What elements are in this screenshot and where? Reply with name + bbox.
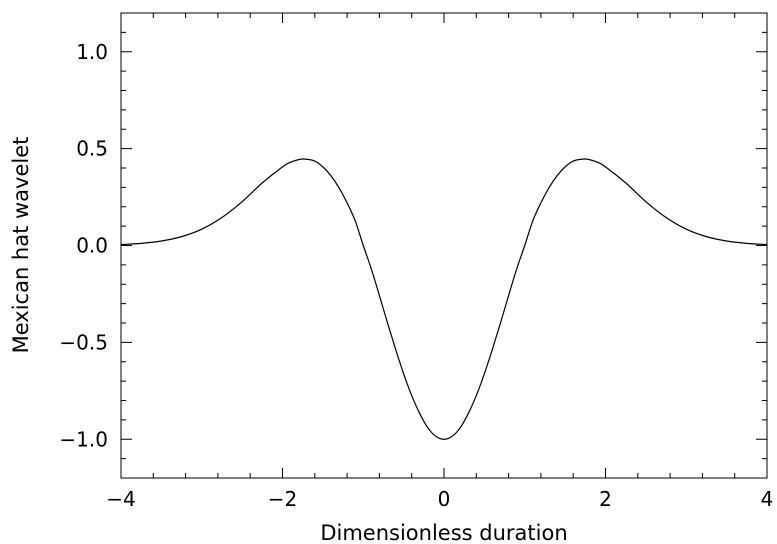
x-tick-label: 0 <box>438 487 451 511</box>
series-line-mexican-hat <box>120 158 768 440</box>
y-tick-label: 1.0 <box>76 40 108 64</box>
plot-frame <box>120 12 768 479</box>
y-tick-label: 0.0 <box>76 234 108 258</box>
x-tick-label: 4 <box>761 487 774 511</box>
x-tick-label: −2 <box>268 487 297 511</box>
y-tick-label: 0.5 <box>76 137 108 161</box>
x-tick-label: 2 <box>599 487 612 511</box>
y-tick-label: −0.5 <box>59 330 108 354</box>
tick-labels: −4 −2 0 2 4 −1.0 −0.5 0.0 0.5 1.0 <box>59 40 773 511</box>
x-axis-label: Dimensionless duration <box>320 521 567 544</box>
x-tick-label: −4 <box>106 487 135 511</box>
y-axis-label: Mexican hat wavelet <box>9 137 33 354</box>
ticks <box>120 12 768 479</box>
y-tick-label: −1.0 <box>59 427 108 451</box>
